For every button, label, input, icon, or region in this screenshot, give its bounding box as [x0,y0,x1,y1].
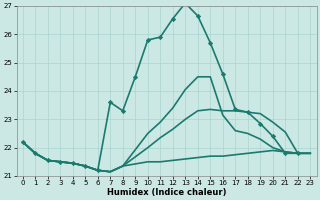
X-axis label: Humidex (Indice chaleur): Humidex (Indice chaleur) [107,188,226,197]
